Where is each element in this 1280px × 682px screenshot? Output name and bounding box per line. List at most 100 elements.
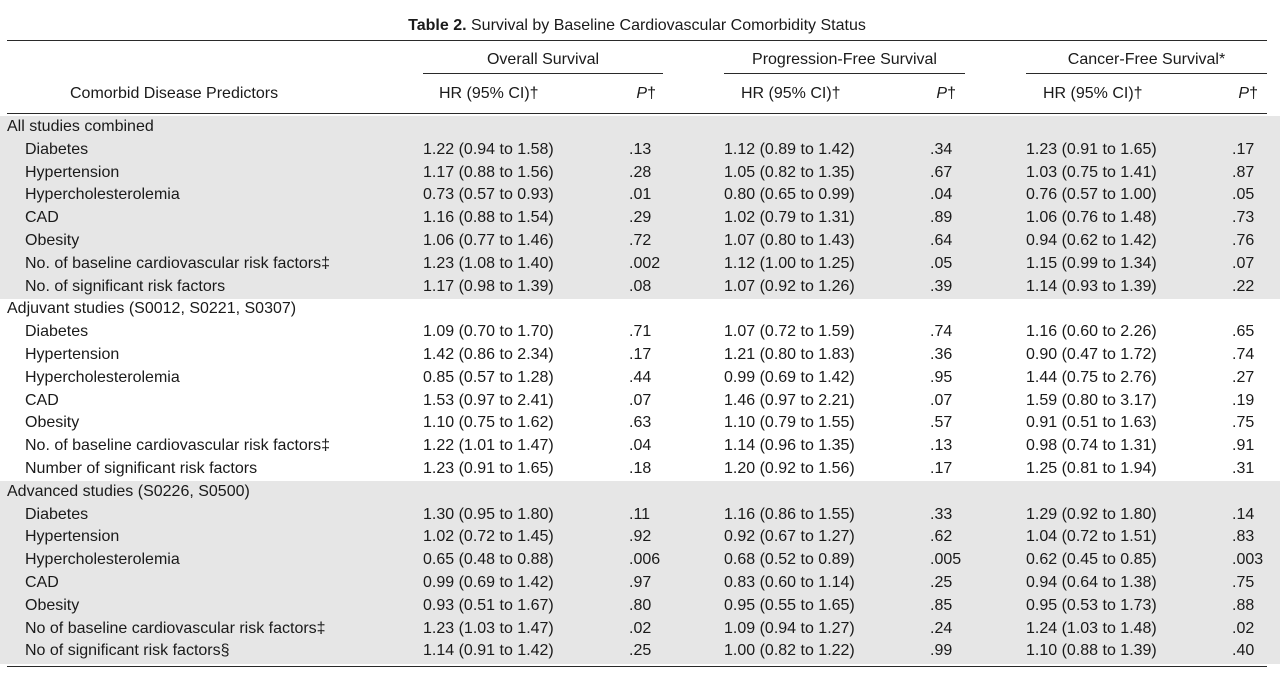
table-row: Hypercholesterolemia 0.73 (0.57 to 0.93).…: [0, 184, 1280, 207]
os-p-cell: .92: [629, 528, 652, 546]
cfs-p-cell: .07: [1232, 254, 1255, 272]
pfs-hr-cell: 1.00 (0.82 to 1.22): [724, 642, 855, 660]
os-p-cell: .97: [629, 573, 652, 591]
pfs-p-cell: .62: [930, 528, 953, 546]
table-row: CAD 0.99 (0.69 to 1.42) .97 0.83 (0.60 to 1…: [0, 572, 1280, 595]
cfs-hr-cell: 0.94 (0.64 to 1.38): [1026, 573, 1157, 591]
spanner-cancer-free-survival: Cancer-Free Survival*: [1067, 51, 1226, 68]
os-hr-cell: 1.23 (1.03 to 1.47): [423, 619, 554, 637]
pfs-p-cell: .57: [930, 414, 953, 432]
pfs-p-cell: .99: [930, 642, 953, 660]
pfs-hr-cell: 0.95 (0.55 to 1.65): [724, 596, 855, 614]
pfs-p-cell: .34: [930, 140, 953, 158]
p-header-cfs: P†: [1198, 82, 1258, 106]
os-hr-cell: 1.22 (0.94 to 1.58): [423, 140, 554, 158]
pfs-p-cell: .67: [930, 163, 953, 181]
predictor-cell: No. of baseline cardiovascular risk fact…: [25, 437, 331, 455]
os-hr-cell: 0.65 (0.48 to 0.88): [423, 551, 554, 569]
pfs-p-cell: .13: [930, 437, 953, 455]
cfs-hr-cell: 1.29 (0.92 to 1.80): [1026, 505, 1157, 523]
predictor-cell: No of baseline cardiovascular risk facto…: [25, 619, 326, 637]
table-row: Hypercholesterolemia 0.65 (0.48 to 0.88).…: [0, 549, 1280, 572]
predictor-cell: Diabetes: [25, 505, 89, 523]
cfs-hr-cell: 0.90 (0.47 to 1.72): [1026, 345, 1157, 363]
bottom-rule: [7, 666, 1267, 667]
cfs-hr-cell: 0.98 (0.74 to 1.31): [1026, 437, 1157, 455]
p-header-pfs: P†: [896, 82, 956, 106]
pfs-hr-cell: 1.02 (0.79 to 1.31): [724, 209, 855, 227]
predictor-cell: No of significant risk factors§: [25, 642, 230, 660]
os-p-cell: .17: [629, 345, 652, 363]
cfs-hr-cell: 0.94 (0.62 to 1.42): [1026, 231, 1157, 249]
cfs-hr-cell: 1.25 (0.81 to 1.94): [1026, 459, 1157, 477]
cfs-hr-cell: 1.44 (0.75 to 2.76): [1026, 368, 1157, 386]
cfs-p-cell: .40: [1232, 642, 1255, 660]
os-hr-cell: 1.30 (0.95 to 1.80): [423, 505, 554, 523]
section-row: Adjuvant studies (S0012, S0221, S0307): [0, 298, 1280, 321]
section-title: Adjuvant studies (S0012, S0221, S0307): [7, 300, 297, 318]
spanner-rule-cfs: [1026, 73, 1267, 74]
os-hr-cell: 0.73 (0.57 to 0.93): [423, 186, 554, 204]
cfs-p-cell: .27: [1232, 368, 1255, 386]
pfs-hr-cell: 0.80 (0.65 to 0.99): [724, 186, 855, 204]
cfs-p-cell: .05: [1232, 186, 1255, 204]
spanner-rule-pfs: [724, 73, 965, 74]
os-p-cell: .71: [629, 323, 652, 341]
predictor-cell: CAD: [25, 573, 59, 591]
table-row: Hypertension 1.02 (0.72 to 1.45) .92 0.92 (…: [0, 526, 1280, 549]
p-footnote-mark: †: [647, 85, 656, 102]
table-caption: Table 2. Survival by Baseline Cardiovasc…: [0, 16, 1274, 36]
os-p-cell: .002: [629, 254, 661, 272]
cfs-p-cell: .91: [1232, 437, 1255, 455]
table-row: Diabetes 1.22 (0.94 to 1.58) .13 1.12 (0.89…: [0, 139, 1280, 162]
cfs-p-cell: .74: [1232, 345, 1255, 363]
cfs-hr-cell: 1.23 (0.91 to 1.65): [1026, 140, 1157, 158]
os-hr-cell: 1.10 (0.75 to 1.62): [423, 414, 554, 432]
pfs-hr-cell: 1.07 (0.92 to 1.26): [724, 277, 855, 295]
cfs-p-cell: .31: [1232, 459, 1255, 477]
table-row: No. of significant risk factors 1.17 (0.9…: [0, 276, 1280, 299]
os-p-cell: .07: [629, 391, 652, 409]
os-p-cell: .08: [629, 277, 652, 295]
pfs-p-cell: .39: [930, 277, 953, 295]
os-hr-cell: 1.53 (0.97 to 2.41): [423, 391, 554, 409]
spanner-overall-survival: Overall Survival: [486, 51, 600, 68]
cfs-hr-cell: 0.95 (0.53 to 1.73): [1026, 596, 1157, 614]
pfs-p-cell: .85: [930, 596, 953, 614]
pfs-hr-cell: 1.10 (0.79 to 1.55): [724, 414, 855, 432]
pfs-hr-cell: 1.20 (0.92 to 1.56): [724, 459, 855, 477]
os-hr-cell: 1.42 (0.86 to 2.34): [423, 345, 554, 363]
p-footnote-mark: †: [947, 85, 956, 102]
hr-header-overall: HR (95% CI)†: [439, 85, 539, 102]
table-row: Hypertension 1.17 (0.88 to 1.56) .28 1.05 (…: [0, 162, 1280, 185]
table-title: Survival by Baseline Cardiovascular Como…: [471, 17, 866, 34]
predictor-cell: CAD: [25, 391, 59, 409]
pfs-hr-cell: 1.07 (0.72 to 1.59): [724, 323, 855, 341]
os-p-cell: .11: [629, 505, 651, 523]
pfs-p-cell: .25: [930, 573, 953, 591]
os-hr-cell: 1.22 (1.01 to 1.47): [423, 437, 554, 455]
predictor-cell: Hypertension: [25, 528, 120, 546]
spanner-progression-free-survival: Progression-Free Survival: [752, 51, 937, 68]
os-hr-cell: 1.23 (0.91 to 1.65): [423, 459, 554, 477]
predictor-cell: Hypertension: [25, 163, 120, 181]
os-hr-cell: 1.06 (0.77 to 1.46): [423, 231, 554, 249]
pfs-p-cell: .33: [930, 505, 953, 523]
pfs-hr-cell: 1.16 (0.86 to 1.55): [724, 505, 855, 523]
table-row: No. of baseline cardiovascular risk fact…: [0, 253, 1280, 276]
cfs-hr-cell: 1.06 (0.76 to 1.48): [1026, 209, 1157, 227]
cfs-p-cell: .14: [1232, 505, 1255, 523]
data-table: All studies combined Diabetes 1.22 (0.94 t…: [0, 116, 1280, 663]
cfs-p-cell: .19: [1232, 391, 1255, 409]
predictor-cell: No. of significant risk factors: [25, 277, 226, 295]
predictor-cell: CAD: [25, 209, 59, 227]
pfs-p-cell: .36: [930, 345, 953, 363]
cfs-p-cell: .003: [1232, 551, 1264, 569]
table-row: CAD 1.53 (0.97 to 2.41) .07 1.46 (0.97 to 2…: [0, 390, 1280, 413]
os-p-cell: .02: [629, 619, 652, 637]
os-hr-cell: 1.23 (1.08 to 1.40): [423, 254, 554, 272]
p-symbol: P: [936, 85, 948, 102]
pfs-p-cell: .64: [930, 231, 953, 249]
table-body: All studies combined Diabetes 1.22 (0.94 t…: [0, 116, 1280, 663]
cfs-hr-cell: 1.10 (0.88 to 1.39): [1026, 642, 1157, 660]
